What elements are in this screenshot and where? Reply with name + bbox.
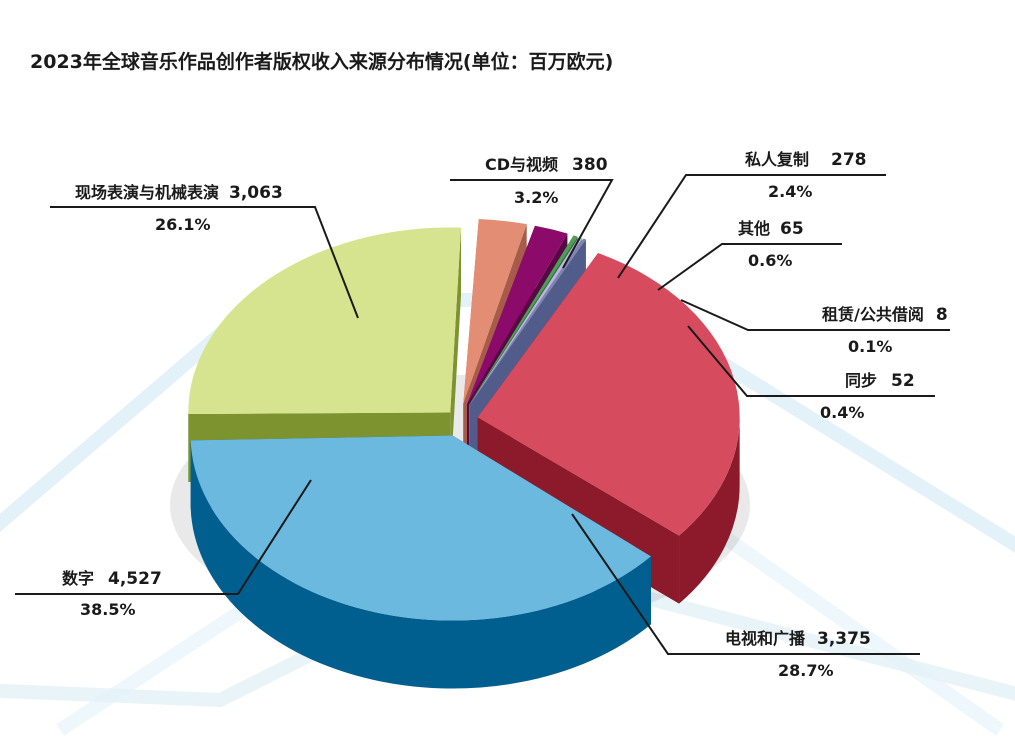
slice-label-CD与视频: CD与视频 380 xyxy=(485,155,608,175)
slice-percent-租赁/公共借阅: 0.1% xyxy=(848,337,892,356)
slice-value: 3,375 xyxy=(817,629,871,649)
leader-line-其他 xyxy=(657,243,842,291)
slice-value: 3,063 xyxy=(229,183,283,203)
slice-name: 数字 xyxy=(62,569,94,588)
slice-top xyxy=(463,219,527,404)
slice-percent-其他: 0.6% xyxy=(748,251,792,270)
slice-top xyxy=(188,227,462,415)
slice-rim xyxy=(190,440,651,689)
slice-percent-电视和广播: 28.7% xyxy=(778,661,834,680)
slice-value: 65 xyxy=(780,219,804,239)
slice-name: 现场表演与机械表演 xyxy=(75,183,219,202)
slice-wall xyxy=(450,227,462,481)
slice-name: 租赁/公共借阅 xyxy=(822,305,924,324)
slice-top xyxy=(190,435,651,621)
chart-title: 2023年全球音乐作品创作者版权收入来源分布情况(单位：百万欧元) xyxy=(30,50,613,73)
slice-label-同步: 同步 52 xyxy=(845,371,915,391)
slice-label-私人复制: 私人复制 278 xyxy=(745,150,867,170)
slice-label-其他: 其他 65 xyxy=(738,219,804,239)
slice-value: 8 xyxy=(936,305,948,325)
slice-percent-同步: 0.4% xyxy=(820,403,864,422)
slice-percent-现场表演与机械表演: 26.1% xyxy=(155,215,211,234)
slice-name: 私人复制 xyxy=(745,150,809,169)
slice-label-电视和广播: 电视和广播 3,375 xyxy=(725,629,871,649)
leader-line-租赁/公共借阅 xyxy=(680,299,950,331)
slice-top xyxy=(468,235,578,405)
slice-percent-CD与视频: 3.2% xyxy=(514,188,558,207)
slice-rim xyxy=(679,417,740,604)
leader-line-现场表演与机械表演 xyxy=(50,206,359,319)
slice-name: 其他 xyxy=(738,219,770,238)
slice-top xyxy=(469,237,583,406)
slice-top xyxy=(477,253,740,536)
leader-lines xyxy=(15,174,950,655)
leader-line-同步 xyxy=(687,325,935,397)
leader-line-电视和广播 xyxy=(571,513,920,655)
slice-top xyxy=(469,238,586,406)
slice-label-现场表演与机械表演: 现场表演与机械表演 3,063 xyxy=(75,183,283,203)
leader-line-私人复制 xyxy=(617,174,886,279)
slice-数字 xyxy=(190,435,651,689)
slice-top xyxy=(467,225,568,405)
slice-percent-私人复制: 2.4% xyxy=(768,182,812,201)
slice-label-数字: 数字 4,527 xyxy=(62,569,162,589)
slice-name: 同步 xyxy=(845,371,877,390)
slice-value: 380 xyxy=(572,155,608,175)
slice-value: 4,527 xyxy=(108,569,162,589)
slice-label-租赁/公共借阅: 租赁/公共借阅 8 xyxy=(822,305,948,325)
slice-value: 52 xyxy=(891,371,915,391)
slice-name: CD与视频 xyxy=(485,155,558,174)
slice-name: 电视和广播 xyxy=(725,629,806,648)
slice-percent-数字: 38.5% xyxy=(80,600,136,619)
slice-labels: CD与视频 380 3.2% 私人复制 278 2.4% 其他 65 0.6% 租赁/公共借阅 8 0… xyxy=(62,150,948,680)
slice-value: 278 xyxy=(831,150,867,170)
leader-line-数字 xyxy=(15,479,312,595)
pie-slices xyxy=(188,219,740,689)
leader-line-CD与视频 xyxy=(450,179,614,269)
